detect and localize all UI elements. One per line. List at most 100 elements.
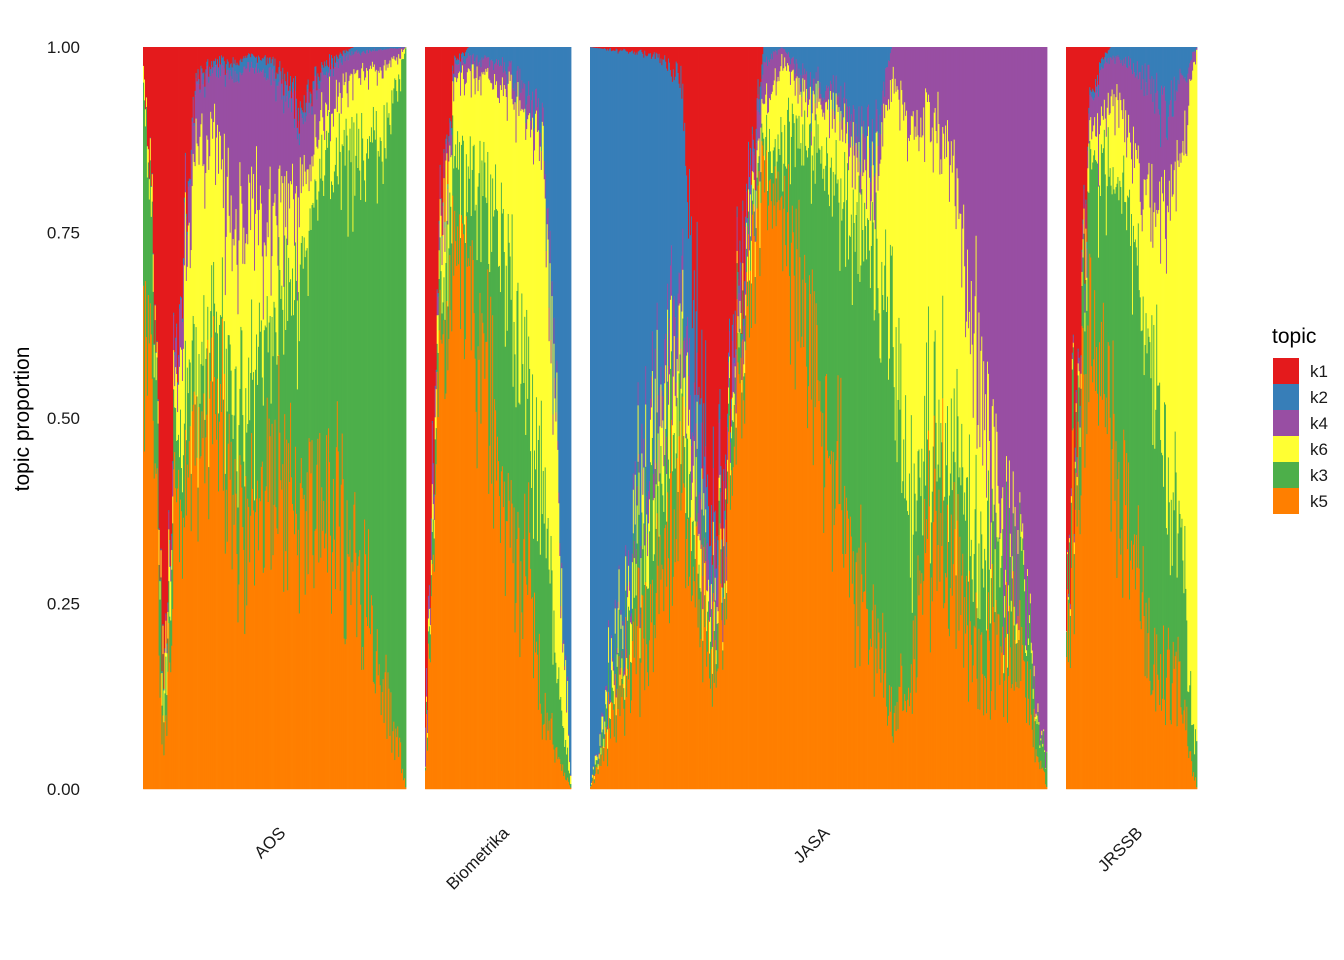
bar-segment-k2 [828, 47, 831, 111]
bar-segment-k3 [647, 588, 649, 673]
bar-segment-k4 [308, 113, 310, 192]
bar-segment-k5 [890, 686, 893, 790]
bar-segment-k3 [859, 281, 861, 667]
bar-segment-k5 [619, 715, 621, 790]
bar-segment-k5 [668, 558, 670, 790]
bar-segment-k2 [174, 351, 176, 356]
bar-segment-k6 [888, 99, 890, 380]
bar-segment-k6 [768, 112, 770, 152]
bar-segment-k5 [614, 673, 617, 790]
bar-segment-k1 [270, 47, 272, 64]
bar-segment-k3 [721, 602, 723, 621]
bar-segment-k5 [745, 350, 747, 790]
bar-segment-k6 [368, 68, 371, 137]
bar-segment-k4 [631, 553, 634, 563]
bar-segment-k5 [853, 603, 856, 790]
bar-segment-k3 [1067, 599, 1070, 663]
bar-segment-k3 [739, 328, 741, 384]
bar-segment-k2 [347, 51, 349, 61]
bar-segment-k6 [595, 754, 598, 761]
bar-segment-k6 [1066, 631, 1068, 632]
bar-segment-k5 [688, 585, 690, 790]
bar-segment-k4 [1098, 96, 1100, 187]
bar-segment-k3 [800, 142, 802, 348]
bar-segment-k3 [950, 398, 953, 515]
bar-segment-k3 [975, 454, 977, 593]
bar-segment-k6 [875, 132, 877, 193]
bar-segment-k6 [497, 97, 499, 211]
bar-segment-k4 [348, 52, 350, 81]
bar-segment-k5 [166, 735, 168, 790]
bar-segment-k6 [479, 76, 481, 141]
bar-segment-k1 [272, 47, 274, 57]
bar-segment-k6 [540, 169, 543, 401]
bar-segment-k3 [143, 82, 145, 286]
bar-segment-k2 [1080, 355, 1082, 358]
bar-segment-k1 [183, 47, 186, 198]
bar-segment-k2 [262, 58, 265, 69]
bar-segment-k5 [1066, 589, 1069, 790]
bar-segment-k5 [1006, 581, 1008, 790]
bar-segment-k3 [184, 340, 187, 430]
bar-segment-k4 [820, 93, 822, 105]
bar-segment-k2 [521, 47, 523, 81]
bar-segment-k6 [825, 102, 827, 166]
bar-segment-k3 [565, 739, 567, 780]
bar-segment-k6 [629, 622, 632, 662]
bar-segment-k3 [502, 208, 505, 508]
bar-segment-k3 [163, 722, 165, 756]
bar-segment-k2 [495, 47, 497, 63]
bar-segment-k2 [797, 47, 799, 78]
bar-segment-k4 [1005, 47, 1007, 570]
bar-segment-k3 [640, 607, 642, 663]
bar-segment-k2 [868, 47, 871, 149]
bar-segment-k3 [749, 236, 752, 271]
bar-segment-k6 [769, 99, 772, 152]
bar-segment-k2 [723, 468, 725, 481]
bar-segment-k4 [978, 47, 980, 313]
bar-segment-k1 [641, 47, 643, 53]
bar-segment-k3 [329, 111, 331, 463]
bar-segment-k3 [474, 210, 477, 359]
bar-segment-k5 [291, 477, 293, 790]
bar-segment-k4 [749, 165, 752, 195]
bar-segment-k4 [240, 73, 242, 187]
bar-segment-k5 [1008, 605, 1011, 790]
bar-segment-k4 [603, 736, 605, 739]
bar-segment-k1 [1094, 47, 1096, 93]
bar-segment-k3 [873, 320, 876, 697]
bar-segment-k5 [806, 366, 808, 790]
bar-segment-k5 [234, 458, 236, 790]
bar-segment-k3 [678, 373, 680, 437]
bar-segment-k2 [197, 69, 199, 75]
bar-segment-k4 [693, 382, 696, 441]
bar-segment-k6 [549, 263, 551, 584]
bar-segment-k2 [507, 47, 510, 67]
bar-segment-k5 [152, 420, 155, 790]
bar-segment-k6 [1042, 743, 1044, 747]
bar-segment-k3 [884, 265, 886, 674]
bar-segment-k6 [961, 287, 963, 424]
bar-segment-k1 [719, 47, 721, 389]
bar-segment-k6 [711, 646, 714, 674]
bar-segment-k4 [592, 765, 595, 767]
bar-segment-k6 [346, 93, 348, 136]
bar-segment-k1 [653, 47, 656, 53]
bar-segment-k4 [1068, 535, 1071, 539]
bar-segment-k5 [456, 265, 458, 790]
bar-segment-k3 [488, 263, 490, 494]
bar-segment-k3 [789, 184, 792, 365]
bar-segment-k3 [998, 537, 1000, 615]
bar-segment-k4 [859, 161, 861, 193]
bar-segment-k5 [897, 728, 899, 790]
bar-segment-k3 [1079, 446, 1081, 535]
bar-segment-k1 [334, 47, 337, 63]
bar-segment-k5 [968, 570, 971, 790]
bar-segment-k4 [184, 155, 187, 193]
bar-segment-k3 [804, 110, 806, 255]
bar-segment-k3 [251, 299, 253, 434]
bar-segment-k3 [511, 214, 513, 504]
bar-segment-k6 [307, 169, 309, 296]
bar-segment-k2 [632, 53, 635, 474]
bar-segment-k2 [702, 478, 704, 576]
